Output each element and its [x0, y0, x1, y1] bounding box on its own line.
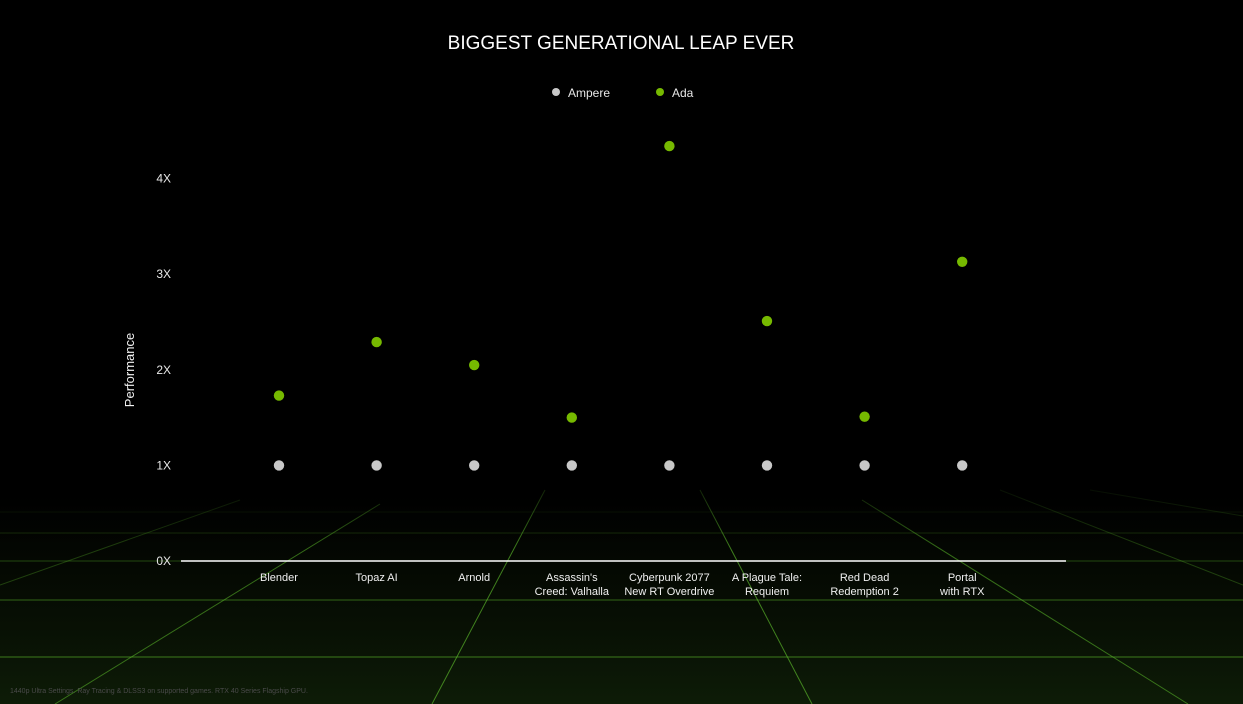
x-category-label-line: Topaz AI — [355, 572, 397, 584]
footnote: 1440p Ultra Settings. Ray Tracing & DLSS… — [10, 688, 308, 695]
y-tick-label: 1X — [156, 458, 171, 472]
x-category-label-line: Portal — [948, 572, 977, 584]
x-category-label: Portal with RTX — [939, 572, 985, 598]
chart-title: BIGGEST GENERATIONAL LEAP EVER — [448, 33, 795, 54]
x-category-label: A Plague Tale: Requiem — [732, 572, 802, 598]
x-category-label-line: New RT Overdrive — [624, 586, 714, 598]
ada-point — [761, 315, 773, 327]
ada-point — [957, 256, 968, 267]
ampere-point — [566, 460, 577, 471]
x-category-label-line: Assassin's — [546, 572, 598, 584]
legend-label-ada: Ada — [672, 86, 694, 100]
x-category-label: Assassin's Creed: Valhalla — [535, 572, 610, 598]
legend-label-ampere: Ampere — [568, 86, 610, 100]
x-category-label-line: Blender — [260, 572, 298, 584]
x-category-label-line: Red Dead — [840, 572, 890, 584]
x-category-label-line: Creed: Valhalla — [535, 586, 610, 598]
x-category-label-line: Requiem — [745, 586, 789, 598]
x-category-label: Topaz AI — [355, 572, 397, 584]
legend-marker-ampere — [552, 88, 560, 96]
category-labels: Blender Topaz AI Arnold Assassin's Creed: Va… — [260, 572, 985, 598]
ampere-point — [859, 460, 870, 471]
ampere-point — [371, 460, 382, 471]
ada-point — [566, 412, 577, 423]
ada-point — [273, 390, 285, 401]
legend-marker-ada — [656, 88, 664, 96]
ampere-point — [469, 460, 480, 471]
ada-point — [664, 140, 675, 152]
y-axis-title: Performance — [122, 333, 137, 407]
x-category-label: Arnold — [458, 572, 490, 584]
floor-grid — [0, 470, 1243, 704]
ada-point — [371, 336, 382, 348]
ampere-point — [957, 460, 968, 471]
x-category-label: Blender — [260, 572, 298, 584]
x-category-label-line: Redemption 2 — [830, 586, 899, 598]
x-category-label: Cyberpunk 2077 New RT Overdrive — [624, 572, 714, 598]
x-category-label-line: with RTX — [939, 586, 985, 598]
y-tick-label: 4X — [156, 172, 171, 186]
ampere-point — [761, 460, 773, 471]
legend: Ampere Ada — [552, 86, 694, 100]
x-category-label-line: A Plague Tale: — [732, 572, 802, 584]
x-category-label: Red Dead Redemption 2 — [830, 572, 899, 598]
data-points — [273, 140, 968, 471]
y-tick-label: 2X — [156, 363, 171, 377]
y-tick-label: 3X — [156, 267, 171, 281]
y-tick-label: 0X — [156, 554, 171, 568]
y-axis-ticks: 0X 1X 2X 3X 4X — [156, 172, 171, 568]
ada-point — [469, 359, 480, 371]
ada-point — [859, 411, 870, 422]
x-category-label-line: Arnold — [458, 572, 490, 584]
ampere-point — [664, 460, 675, 471]
x-category-label-line: Cyberpunk 2077 — [629, 572, 710, 584]
ampere-point — [273, 460, 285, 471]
